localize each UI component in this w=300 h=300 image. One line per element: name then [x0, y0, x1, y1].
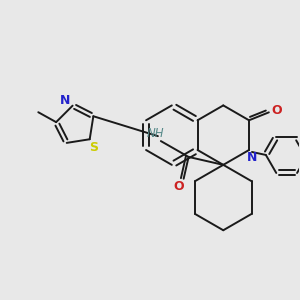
- Text: N: N: [247, 152, 257, 164]
- Text: O: O: [272, 104, 282, 117]
- Text: S: S: [89, 141, 98, 154]
- Text: O: O: [173, 180, 184, 193]
- Text: NH: NH: [147, 127, 165, 140]
- Text: N: N: [59, 94, 70, 107]
